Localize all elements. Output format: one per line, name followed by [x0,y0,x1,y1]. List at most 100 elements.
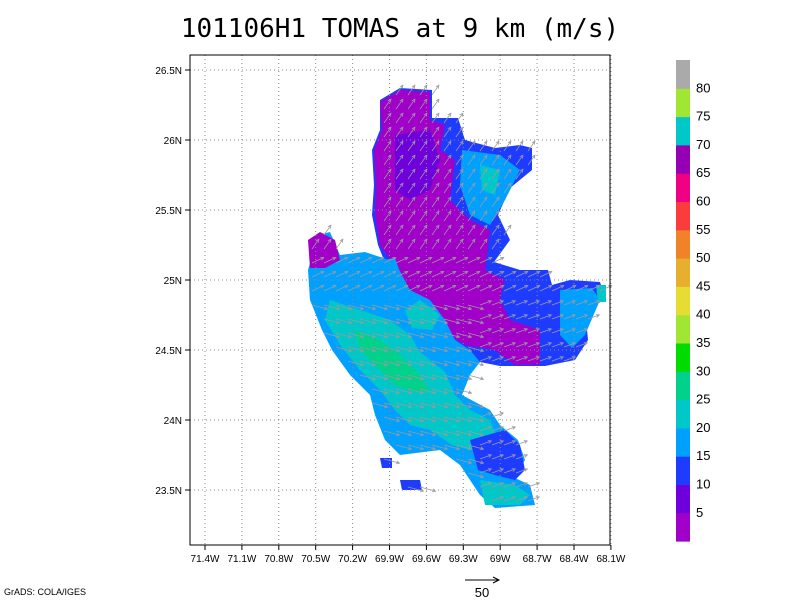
wind-vector [491,182,500,194]
wind-vector [443,402,460,408]
wind-vector [347,318,364,324]
wind-vector-head [495,182,500,187]
wind-vector-head [499,412,505,416]
map-frame [189,54,611,546]
wind-vector-head [320,256,325,261]
wind-vector [395,430,412,436]
wind-vector [383,332,400,338]
wind-vector [455,140,464,152]
wind-vector [503,182,512,194]
wind-vector [515,300,528,306]
wind-vector [455,318,472,324]
wind-vector-head [423,126,428,131]
wind-vector-head [428,270,433,275]
wind-vector-head [511,314,517,318]
wind-vector [419,224,428,236]
wind-vector [371,257,384,264]
wind-vector [335,332,352,338]
wind-vector-head [399,168,404,173]
wind-vector [455,388,472,394]
colorbar-label: 45 [696,278,710,293]
colorbar-swatch [676,484,690,514]
wind-vector [503,496,516,502]
wind-vector-head [488,270,493,275]
wind-vector [335,318,352,324]
wind-vector [431,332,448,338]
wind-vector-head [332,284,337,289]
wind-vector-head [467,404,473,409]
wind-vector [407,374,424,380]
wind-vector [383,168,392,180]
wind-vector-head [443,320,449,325]
wind-vector [491,224,500,236]
wind-vector-head [428,256,433,261]
wind-vector [335,271,348,278]
wind-vector-head [371,334,377,339]
wind-vector-head [356,256,361,261]
wind-vector-head [347,334,353,339]
wind-vector-head [447,154,452,159]
wind-vector-head [440,284,445,289]
wind-vector [527,314,540,320]
lat-tick-label: 25.5N [155,206,182,217]
wind-vector [491,440,504,446]
wind-vector [371,346,388,352]
wind-vector-head [419,418,425,423]
wind-vector-head [547,328,553,332]
wind-vector-head [483,168,488,173]
wind-vector [455,304,472,310]
lon-tick-label: 69.6W [412,554,441,565]
wind-vector [491,271,504,278]
wind-vector [503,271,516,278]
lon-tick-label: 70.8W [264,554,293,565]
wind-vector [551,356,564,362]
wind-vector [419,444,436,450]
wind-vector-head [447,238,452,243]
wind-vector [323,285,336,292]
wind-vector [563,356,576,362]
wind-vector-head [356,284,361,289]
wind-vector-head [447,126,452,131]
wind-vector [395,360,412,366]
wind-vector-head [467,362,473,367]
wind-vector-head [559,356,565,360]
wind-vector [455,196,464,208]
wind-vector [419,112,428,124]
wind-vector-head [344,284,349,289]
wind-vector-head [459,140,464,145]
wind-vector [347,271,360,278]
wind-vector-head [499,426,505,430]
wind-vector [395,402,412,408]
wind-vector [431,238,440,250]
wind-vector [503,426,516,432]
wind-vector [491,168,500,180]
wind-vector [467,374,484,380]
wind-vector [491,196,500,208]
wind-vector [371,271,384,278]
wind-vector-head [499,440,505,444]
wind-vector-head [371,320,377,325]
wind-vector [455,112,464,124]
wind-vector-head [524,270,529,275]
wind-vector [407,430,424,436]
wind-vector-head [347,348,353,353]
wind-vector-head [431,390,437,395]
wind-vector-head [443,306,449,311]
wind-vector [455,168,464,180]
wind-vector [515,496,528,502]
wind-vector-head [571,342,577,346]
wind-vector [431,98,440,110]
wind-vector [383,285,396,292]
wind-vector [359,271,372,278]
wind-vector [383,402,400,408]
wind-vector [455,332,472,338]
wind-vector-head [459,126,464,131]
wind-vector [455,360,472,366]
wind-vector-head [368,284,373,289]
wind-vector-head [371,362,377,367]
wind-vector-head [411,210,416,215]
wind-vector [467,332,484,338]
wind-vector-head [411,84,416,89]
wind-vector [407,98,416,110]
wind-vector [587,285,600,292]
